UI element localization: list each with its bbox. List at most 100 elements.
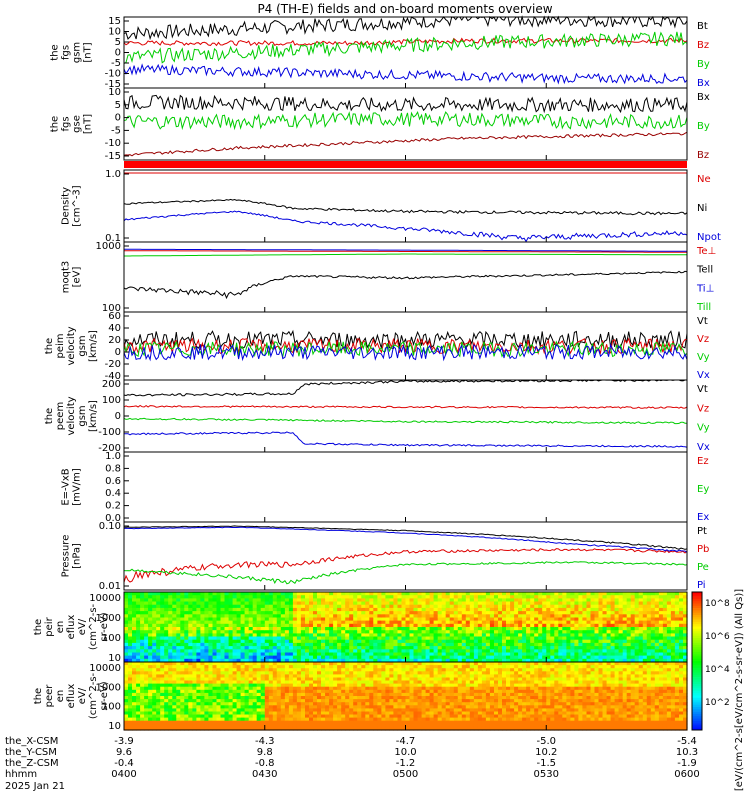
- spectrogram-cell: [296, 692, 302, 697]
- spectrogram-cell: [433, 601, 439, 606]
- spectrogram-cell: [357, 699, 362, 703]
- spectrogram-cell: [638, 642, 644, 647]
- spectrogram-cell: [305, 633, 310, 638]
- spectrogram-cell: [321, 705, 326, 709]
- spectrogram-cell: [256, 630, 262, 634]
- spectrogram-cell: [393, 649, 398, 654]
- spectrogram-cell: [333, 601, 338, 606]
- spectrogram-cell: [305, 689, 310, 694]
- spectrogram-cell: [401, 686, 407, 691]
- spectrogram-cell: [172, 649, 177, 654]
- spectrogram-cell: [305, 686, 310, 691]
- spectrogram-cell: [510, 607, 515, 612]
- spectrogram-cell: [437, 630, 443, 634]
- spectrogram-cell: [228, 646, 234, 650]
- spectrogram-cell: [140, 671, 145, 675]
- spectrogram-cell: [670, 601, 676, 606]
- spectrogram-cell: [325, 595, 330, 599]
- spectrogram-cell: [244, 720, 250, 725]
- spectrogram-cell: [417, 598, 423, 603]
- spectrogram-cell: [200, 683, 205, 688]
- spectrogram-cell: [172, 598, 177, 603]
- spectrogram-cell: [268, 686, 274, 691]
- spectrogram-cell: [164, 674, 169, 679]
- spectrogram-cell: [638, 649, 644, 654]
- spectrogram-cell: [268, 702, 274, 706]
- spectrogram-cell: [152, 708, 157, 713]
- spectrogram-cell: [228, 699, 234, 703]
- spectrogram-cell: [337, 692, 342, 697]
- spectrogram-cell: [345, 598, 350, 603]
- spectrogram-cell: [224, 655, 230, 660]
- spectrogram-cell: [373, 665, 378, 669]
- spectrogram-cell: [502, 652, 507, 657]
- spectrogram-cell: [140, 614, 145, 619]
- spectrogram-cell: [152, 611, 157, 615]
- spectrogram-cell: [152, 689, 157, 694]
- spectrogram-cell: [477, 601, 483, 606]
- spectrogram-cell: [305, 607, 310, 612]
- spectrogram-cell: [353, 677, 358, 682]
- spectrogram-cell: [502, 623, 507, 628]
- spectrogram-cell: [353, 623, 358, 628]
- spectrogram-cell: [280, 720, 286, 725]
- spectrogram-cell: [626, 601, 632, 606]
- spectrogram-cell: [437, 607, 443, 612]
- spectrogram-cell: [325, 668, 330, 672]
- spectrogram-cell: [393, 646, 398, 650]
- spectrogram-cell: [124, 642, 129, 647]
- spectrogram-cell: [192, 671, 197, 675]
- spectrogram-cell: [502, 639, 507, 644]
- spectrogram-cell: [236, 696, 242, 700]
- spectrogram-cell: [646, 595, 652, 599]
- spectrogram-cell: [385, 627, 390, 631]
- spectrogram-cell: [309, 720, 314, 725]
- spectrogram-cell: [666, 617, 672, 622]
- spectrogram-cell: [606, 601, 612, 606]
- spectrogram-cell: [626, 604, 632, 609]
- spectrogram-cell: [417, 652, 423, 657]
- spectrogram-cell: [168, 611, 173, 615]
- spectrogram-cell: [268, 658, 274, 663]
- spectrogram-cell: [272, 607, 278, 612]
- spectrogram-cell: [417, 699, 423, 703]
- spectrogram-cell: [208, 699, 213, 703]
- spectrogram-cell: [300, 611, 306, 615]
- spectrogram-cell: [666, 601, 672, 606]
- spectrogram-cell: [176, 604, 181, 609]
- spectrogram-cell: [132, 668, 137, 672]
- spectrogram-cell: [252, 683, 258, 688]
- spectrogram-cell: [437, 639, 443, 644]
- spectrogram-cell: [377, 649, 382, 654]
- spectrogram-cell: [425, 696, 431, 700]
- spectrogram-cell: [357, 623, 362, 628]
- spectrogram-cell: [132, 627, 137, 631]
- spectrogram-cell: [566, 658, 571, 663]
- spectrogram-cell: [132, 699, 137, 703]
- spectrogram-cell: [413, 677, 419, 682]
- spectrogram-cell: [309, 655, 314, 660]
- spectrogram-cell: [208, 717, 213, 722]
- spectrogram-cell: [554, 630, 559, 634]
- spectrogram-cell: [144, 633, 149, 638]
- spectrogram-cell: [429, 611, 435, 615]
- spectrogram-cell: [679, 601, 684, 606]
- spectrogram-cell: [461, 611, 467, 615]
- spectrogram-cell: [216, 705, 222, 709]
- spectrogram-cell: [128, 652, 133, 657]
- spectrogram-cell: [212, 627, 218, 631]
- spectrogram-cell: [184, 604, 189, 609]
- spectrogram-cell: [373, 652, 378, 657]
- spectrogram-cell: [333, 683, 338, 688]
- spectrogram-cell: [160, 665, 165, 669]
- spectrogram-cell: [345, 702, 350, 706]
- spectrogram-cell: [268, 726, 274, 731]
- spectrogram-cell: [522, 658, 527, 663]
- spectrogram-cell: [136, 617, 141, 622]
- spectrogram-cell: [244, 692, 250, 697]
- spectrogram-cell: [393, 614, 398, 619]
- spectrogram-cell: [164, 655, 169, 660]
- spectrogram-cell: [244, 705, 250, 709]
- spectrogram-cell: [325, 671, 330, 675]
